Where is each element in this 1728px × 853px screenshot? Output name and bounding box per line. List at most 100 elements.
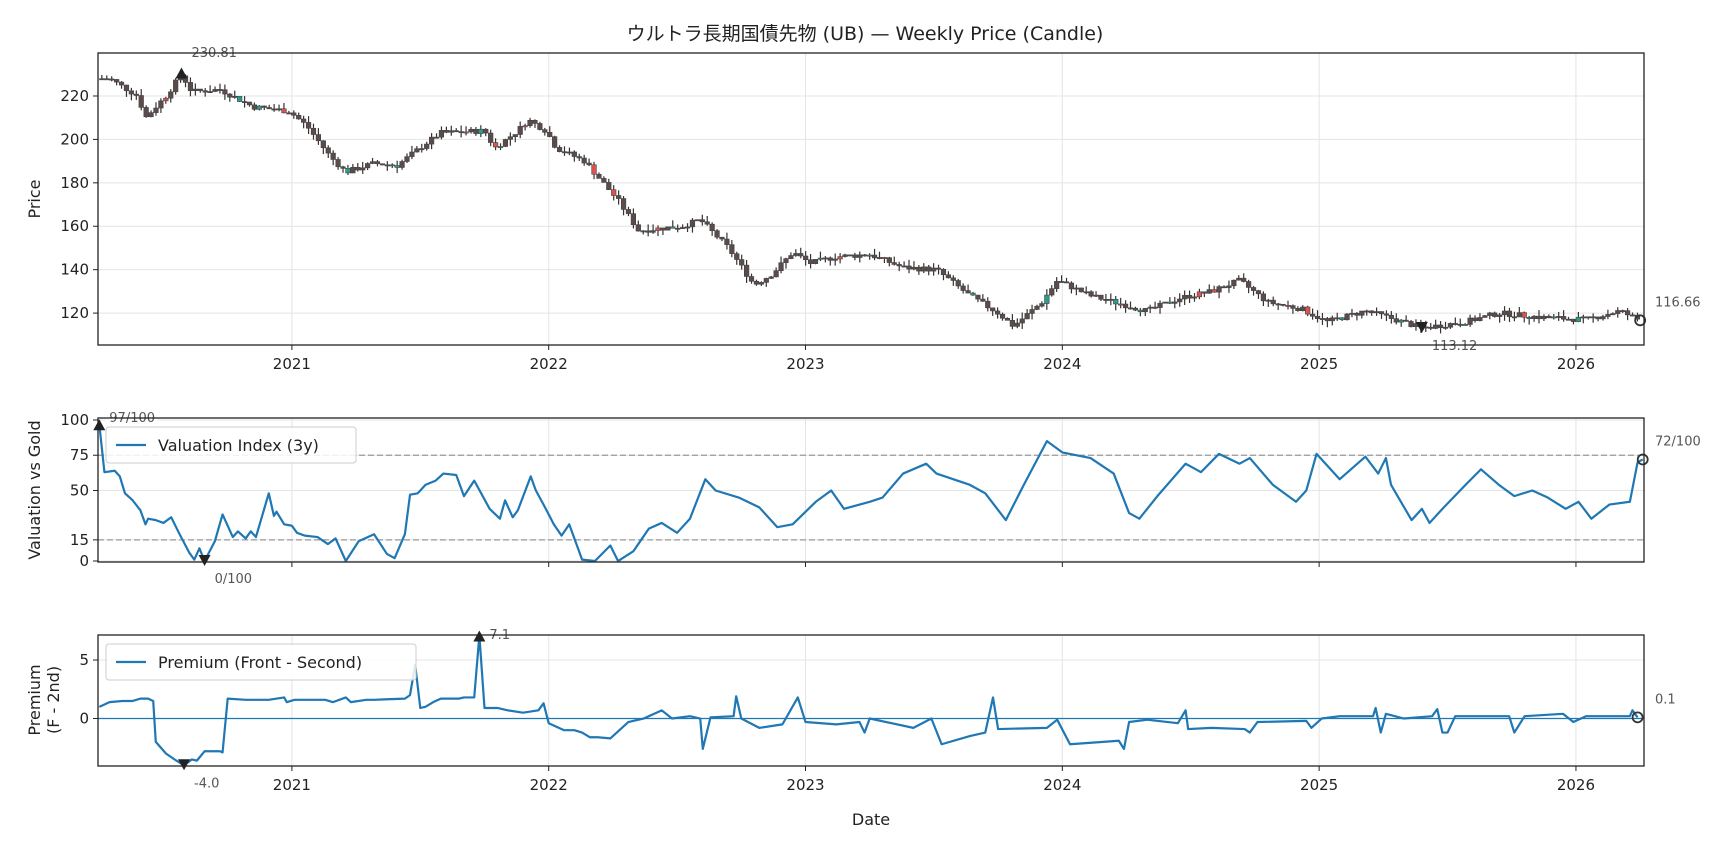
candle xyxy=(1477,317,1483,321)
candle xyxy=(163,97,169,102)
candle xyxy=(1457,323,1463,326)
candle xyxy=(1442,326,1449,329)
candle xyxy=(773,270,779,278)
candle xyxy=(665,226,671,231)
candle xyxy=(660,227,666,231)
candle xyxy=(532,119,538,124)
max-marker-icon xyxy=(175,67,188,79)
candle xyxy=(158,100,164,109)
candle xyxy=(891,262,897,265)
x-tick-label: 2026 xyxy=(1557,355,1595,373)
candle xyxy=(1172,301,1178,304)
candle xyxy=(1068,282,1075,290)
candle xyxy=(1127,307,1134,310)
y-tick-label: 220 xyxy=(60,87,89,105)
candle xyxy=(1221,286,1227,289)
candle xyxy=(488,132,494,143)
candle xyxy=(719,236,725,240)
candle xyxy=(138,95,144,108)
candle xyxy=(507,136,513,140)
candle xyxy=(556,147,563,152)
candle xyxy=(1186,295,1193,299)
candle xyxy=(675,227,681,230)
candle xyxy=(1536,315,1542,320)
candle xyxy=(783,258,789,264)
candle xyxy=(566,151,573,154)
y-tick-label: 50 xyxy=(70,481,89,499)
candle xyxy=(241,101,248,104)
candle xyxy=(463,131,469,134)
min-annotation: 0/100 xyxy=(215,572,252,587)
y-tick-label: 120 xyxy=(60,304,89,322)
candle xyxy=(990,307,996,312)
annotation-bg xyxy=(105,409,158,425)
candle xyxy=(655,227,661,231)
candle xyxy=(827,257,833,261)
candle xyxy=(1250,287,1257,291)
candle xyxy=(409,151,415,157)
candle xyxy=(453,130,459,133)
legend-box xyxy=(105,426,357,464)
candle xyxy=(512,134,518,138)
candle xyxy=(1088,291,1094,297)
legend-label: Premium (Front - Second) xyxy=(158,653,362,672)
candle xyxy=(502,139,509,147)
candle xyxy=(561,151,568,154)
candle xyxy=(975,294,981,300)
candle xyxy=(886,257,892,263)
candle xyxy=(867,254,873,257)
candle xyxy=(1009,320,1015,327)
candle xyxy=(1201,291,1207,294)
candle xyxy=(999,313,1006,319)
candle xyxy=(704,221,710,225)
candle xyxy=(384,164,390,167)
candle xyxy=(950,277,956,281)
candle xyxy=(1290,305,1296,309)
candle xyxy=(1437,324,1444,328)
plot-frame xyxy=(97,52,1645,346)
annotation-bg xyxy=(485,626,538,642)
candle xyxy=(153,107,159,113)
candle xyxy=(1556,316,1562,318)
x-tick-label: 2024 xyxy=(1043,776,1081,794)
candle xyxy=(1122,303,1129,309)
y-tick-label: 200 xyxy=(60,130,89,148)
candle xyxy=(714,230,720,238)
candle xyxy=(148,112,154,118)
candle xyxy=(527,119,533,126)
candle xyxy=(734,253,740,260)
candle xyxy=(173,79,179,93)
y-tick-label: 160 xyxy=(60,217,89,235)
candle xyxy=(606,182,612,190)
candle xyxy=(1388,314,1394,319)
last-annotation: 72/100 xyxy=(1655,434,1701,449)
candle xyxy=(985,300,991,309)
candle xyxy=(438,130,445,138)
candle xyxy=(1039,303,1045,307)
candle xyxy=(1132,307,1139,311)
min-marker-icon xyxy=(178,759,191,771)
legend-box xyxy=(105,643,417,681)
last-marker-icon xyxy=(1631,711,1644,724)
candle xyxy=(1546,315,1552,319)
max-marker-icon xyxy=(93,419,106,431)
candle xyxy=(753,280,760,285)
candle xyxy=(970,292,976,296)
candle xyxy=(1044,294,1050,304)
candle xyxy=(689,219,696,228)
candle xyxy=(404,156,410,162)
candle xyxy=(1359,310,1365,316)
y-tick-label: 100 xyxy=(60,411,89,429)
y-tick-label: 180 xyxy=(60,174,89,192)
candle xyxy=(1226,285,1232,288)
candle xyxy=(616,195,622,199)
candle xyxy=(1605,314,1611,317)
candle xyxy=(1620,310,1626,313)
candle xyxy=(1191,296,1198,299)
last-annotation: 116.66 xyxy=(1655,295,1701,310)
candle xyxy=(1580,316,1586,319)
annotation-bg xyxy=(187,44,240,60)
candle xyxy=(1300,306,1306,312)
candle xyxy=(1058,281,1065,283)
candle xyxy=(1595,316,1601,320)
